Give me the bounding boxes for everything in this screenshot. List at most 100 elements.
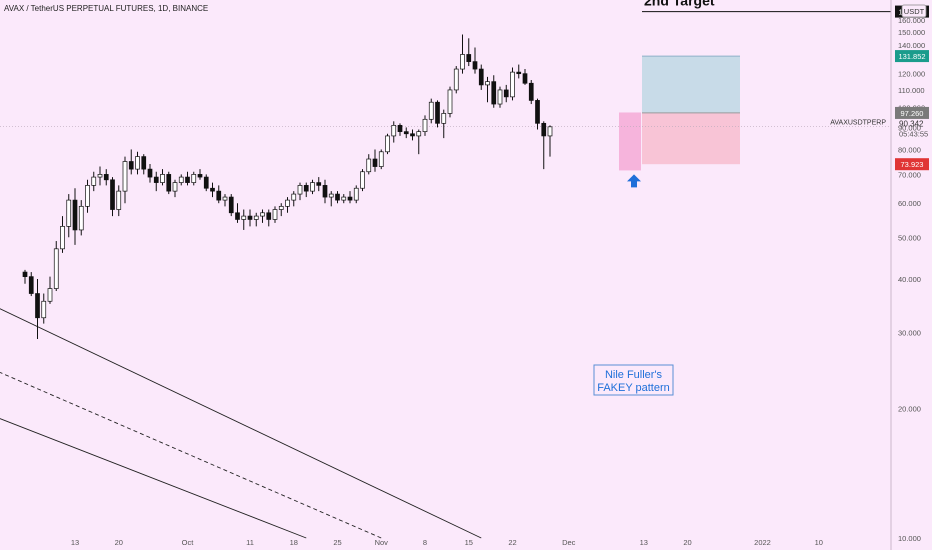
candle-body[interactable] <box>410 133 415 137</box>
candle-body[interactable] <box>391 125 397 137</box>
candle-body[interactable] <box>166 174 172 192</box>
candle-body[interactable] <box>66 199 72 227</box>
stop-price-tag-bg <box>895 158 929 171</box>
candle-body[interactable] <box>541 122 547 137</box>
candle-body[interactable] <box>441 113 447 124</box>
candle-body[interactable] <box>478 68 484 86</box>
candle-body[interactable] <box>328 193 334 198</box>
candle-body[interactable] <box>135 156 140 170</box>
candle-body[interactable] <box>466 54 472 62</box>
candle-body[interactable] <box>153 176 159 183</box>
candle-body[interactable] <box>397 125 403 132</box>
candle-body[interactable] <box>147 168 153 178</box>
candle-body[interactable] <box>235 212 240 220</box>
fakey-callout-box <box>593 364 674 396</box>
candle-body[interactable] <box>378 151 384 167</box>
candle-body[interactable] <box>428 101 434 120</box>
candle-body[interactable] <box>178 176 184 183</box>
candle-body[interactable] <box>203 176 209 189</box>
candle-body[interactable] <box>122 161 128 192</box>
candle-body[interactable] <box>535 100 540 124</box>
candle-body[interactable] <box>160 174 165 183</box>
candle-body[interactable] <box>78 205 84 231</box>
candle-body[interactable] <box>141 156 147 170</box>
candle-body[interactable] <box>47 288 53 302</box>
candle-body[interactable] <box>22 271 28 277</box>
candle-body[interactable] <box>285 199 290 207</box>
y-tick-label: 70.000 <box>898 170 921 179</box>
candle-body[interactable] <box>35 293 40 319</box>
candle-body[interactable] <box>260 212 265 217</box>
candle-body[interactable] <box>341 196 347 201</box>
candle-body[interactable] <box>366 158 372 173</box>
candle-body[interactable] <box>72 199 78 231</box>
candle-body[interactable] <box>503 89 509 98</box>
candle-body[interactable] <box>91 176 97 186</box>
candle-body[interactable] <box>128 161 134 170</box>
candle-body[interactable] <box>272 209 278 220</box>
candle-body[interactable] <box>353 187 359 201</box>
x-tick-label: Nov <box>375 538 389 547</box>
candle-body[interactable] <box>522 73 528 84</box>
candle-body[interactable] <box>297 185 303 195</box>
candle-body[interactable] <box>291 193 297 201</box>
trendline-1[interactable] <box>0 291 382 539</box>
candle-body[interactable] <box>216 190 222 201</box>
candle-body[interactable] <box>116 190 122 210</box>
candle-body[interactable] <box>266 212 272 220</box>
candle-body[interactable] <box>60 226 65 250</box>
candle-body[interactable] <box>447 89 453 114</box>
candle-body[interactable] <box>403 131 409 135</box>
candle-body[interactable] <box>247 215 253 220</box>
candle-body[interactable] <box>278 205 284 210</box>
candle-body[interactable] <box>516 71 522 75</box>
candle-body[interactable] <box>416 131 422 137</box>
candle-body[interactable] <box>510 71 515 98</box>
candle-body[interactable] <box>322 185 328 198</box>
candle-body[interactable] <box>222 196 228 201</box>
candle-body[interactable] <box>53 248 59 289</box>
candle-body[interactable] <box>453 68 459 91</box>
candle-body[interactable] <box>228 196 234 214</box>
candle-body[interactable] <box>435 101 440 124</box>
candle-body[interactable] <box>172 182 178 192</box>
candle-body[interactable] <box>310 182 315 192</box>
stop-loss-zone[interactable] <box>642 112 740 165</box>
candle-body[interactable] <box>41 300 47 319</box>
candle-body[interactable] <box>28 276 34 294</box>
trendline-2[interactable] <box>0 346 307 539</box>
candle-body[interactable] <box>253 215 259 220</box>
candle-body[interactable] <box>547 126 553 137</box>
candle-body[interactable] <box>316 182 322 186</box>
candle-body[interactable] <box>335 193 340 201</box>
candle-body[interactable] <box>497 89 503 105</box>
candle-body[interactable] <box>110 179 115 210</box>
candle-body[interactable] <box>303 185 309 192</box>
take-profit-zone[interactable] <box>642 56 740 113</box>
candle-body[interactable] <box>185 176 190 183</box>
candle-body[interactable] <box>241 215 247 220</box>
candle-body[interactable] <box>422 118 428 132</box>
candle-body[interactable] <box>103 174 109 181</box>
x-tick-label: Oct <box>182 538 195 547</box>
candle-body[interactable] <box>472 61 478 70</box>
candle-body[interactable] <box>85 185 90 207</box>
candle-body[interactable] <box>372 158 378 167</box>
candle-body[interactable] <box>491 81 497 105</box>
candle-body[interactable] <box>528 82 534 101</box>
trendline-0[interactable] <box>0 219 482 539</box>
candle-body[interactable] <box>197 174 203 178</box>
candle-body[interactable] <box>460 54 465 70</box>
candle-body[interactable] <box>485 81 490 86</box>
candle-body[interactable] <box>360 171 365 189</box>
candle-body[interactable] <box>210 187 215 192</box>
candle-body[interactable] <box>347 196 353 201</box>
currency-button[interactable] <box>901 4 927 18</box>
chart-header-title: AVAX / TetherUS PERPETUAL FUTURES, 1D, B… <box>4 4 209 13</box>
y-tick-label: 50.000 <box>898 233 921 242</box>
candle-body[interactable] <box>191 174 197 183</box>
candle-body[interactable] <box>385 135 390 153</box>
candle-body[interactable] <box>97 174 103 178</box>
